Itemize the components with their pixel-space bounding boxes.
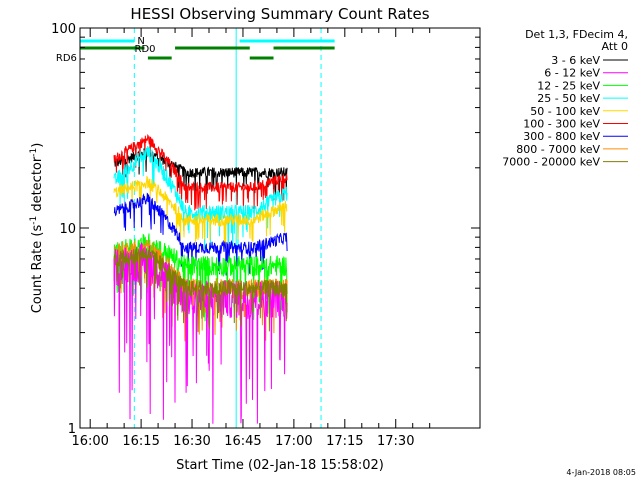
y-tick-label: 1 [68, 422, 76, 437]
legend-label: 100 - 300 keV [523, 118, 600, 131]
y-tick-label: 10 [59, 222, 76, 237]
legend-label: 12 - 25 keV [537, 79, 600, 92]
y-axis-label-sup1: -1 [29, 216, 39, 225]
x-axis-label: Start Time (02-Jan-18 15:58:02) [176, 458, 384, 473]
y-axis-label-sup2: -1 [29, 148, 39, 157]
series-line [113, 147, 288, 196]
plot-frame [79, 27, 481, 429]
legend-header-line2: Att 0 [602, 40, 628, 53]
y-axis-label-part3: ) [30, 143, 45, 148]
y-axis-label-part2: detector [30, 156, 45, 216]
legend-label: 50 - 100 keV [530, 105, 600, 118]
legend-label: 300 - 800 keV [523, 130, 600, 143]
legend-label: 7000 - 20000 keV [502, 156, 600, 169]
rd0-mode-label: RD0 [135, 44, 156, 55]
x-tick-label: 17:30 [377, 434, 414, 449]
series-line [113, 175, 288, 248]
tick-layer: 100 10 116:00 16:15 16:30 16:45 17:00 17:15 17:3… [51, 22, 480, 449]
legend-label: 25 - 50 keV [537, 92, 600, 105]
y-axis-label-part1: Count Rate (s [30, 225, 45, 314]
series-line [113, 246, 288, 333]
x-tick-label: 16:45 [224, 434, 261, 449]
legend-label: 3 - 6 keV [551, 54, 600, 67]
series-line [113, 133, 288, 212]
legend-label: 6 - 12 keV [544, 67, 600, 80]
series-line [113, 145, 288, 251]
series-line [113, 192, 288, 276]
legend-label: 800 - 7000 keV [516, 143, 600, 156]
series-layer [113, 133, 288, 424]
legend-header-line1: Det 1,3, FDecim 4, [525, 28, 628, 41]
footer-timestamp: 4-Jan-2018 08:05 [566, 468, 636, 477]
chart-title: HESSI Observing Summary Count Rates [130, 5, 429, 23]
rd6-mode-label: RD6 [56, 53, 77, 64]
x-tick-label: 17:15 [326, 434, 363, 449]
x-tick-label: 16:15 [122, 434, 159, 449]
y-tick-label: 100 [51, 22, 76, 37]
x-tick-label: 16:30 [173, 434, 210, 449]
y-axis-label: Count Rate (s-1 detector-1) [29, 143, 45, 314]
series-line [113, 241, 288, 424]
x-tick-label: 16:00 [71, 434, 108, 449]
n-mode-label: N [137, 36, 144, 47]
x-tick-label: 17:00 [275, 434, 312, 449]
